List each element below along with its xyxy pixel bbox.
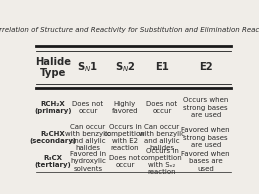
Text: Halide
Type: Halide Type [35, 56, 71, 78]
Text: Favored when
bases are
used: Favored when bases are used [182, 151, 230, 172]
Text: Favored in
hydroxylic
solvents: Favored in hydroxylic solvents [70, 151, 106, 172]
Text: S$_N$1: S$_N$1 [77, 61, 99, 74]
Text: Correlation of Structure and Reactivity for Substitution and Elimination Reactio: Correlation of Structure and Reactivity … [0, 27, 259, 33]
Text: Can occur
with benzylic
and allylic
halides: Can occur with benzylic and allylic hali… [139, 124, 185, 152]
Text: Does not
occur: Does not occur [73, 101, 104, 114]
Text: E2: E2 [199, 62, 213, 72]
Text: Occurs in
competition
with Sₙ₂
reaction: Occurs in competition with Sₙ₂ reaction [141, 148, 183, 175]
Text: Occurs when
strong bases
are used: Occurs when strong bases are used [183, 97, 228, 118]
Text: Does not
occur: Does not occur [109, 155, 141, 168]
Text: R₂CHX
(secondary): R₂CHX (secondary) [30, 131, 76, 144]
Text: Does not
occur: Does not occur [146, 101, 177, 114]
Text: R₃CX
(tertiary): R₃CX (tertiary) [34, 155, 71, 168]
Text: Occurs in
competition
with E2
reaction: Occurs in competition with E2 reaction [104, 124, 146, 152]
Text: Highly
favored: Highly favored [112, 101, 138, 114]
Text: S$_N$2: S$_N$2 [114, 61, 135, 74]
Text: Can occur
with benzylic
and allylic
halides: Can occur with benzylic and allylic hali… [65, 124, 111, 152]
Text: Favored when
strong bases
are used: Favored when strong bases are used [182, 127, 230, 148]
Text: RCH₂X
(primary): RCH₂X (primary) [34, 101, 72, 114]
Text: E1: E1 [155, 62, 169, 72]
